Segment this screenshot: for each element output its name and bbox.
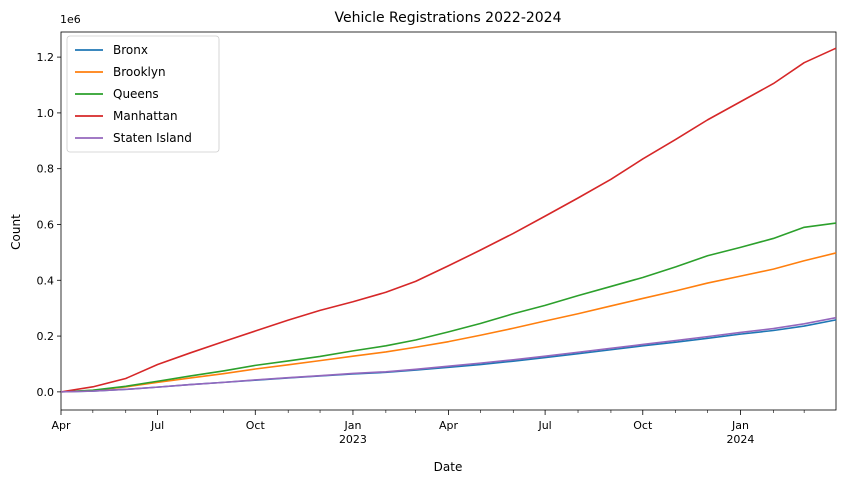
- x-axis-label: Date: [434, 460, 463, 474]
- x-tick-year-label: 2024: [726, 433, 754, 446]
- legend-label: Staten Island: [113, 131, 192, 145]
- legend-label: Manhattan: [113, 109, 178, 123]
- legend-label: Brooklyn: [113, 65, 166, 79]
- y-tick-label: 0.6: [37, 218, 55, 231]
- series-lines: [60, 47, 837, 393]
- y-tick-label: 1.0: [37, 107, 55, 120]
- x-tick-label: Apr: [439, 419, 459, 432]
- y-offset-label: 1e6: [60, 13, 81, 26]
- legend: Bronx Brooklyn Queens Manhattan Staten Islan…: [66, 35, 220, 153]
- y-tick-label: 0.4: [37, 274, 55, 287]
- y-axis-label: Count: [9, 214, 23, 250]
- x-tick-label: Jul: [150, 419, 164, 432]
- series-line-staten-island: [60, 316, 837, 393]
- y-tick-label: 0.0: [37, 386, 55, 399]
- legend-label: Queens: [113, 87, 159, 101]
- x-tick-label: Oct: [633, 419, 653, 432]
- y-tick-label: 1.2: [37, 51, 55, 64]
- y-tick-label: 0.2: [37, 330, 55, 343]
- x-tick-label: Jul: [537, 419, 551, 432]
- x-tick-year-label: 2023: [339, 433, 367, 446]
- series-line-bronx: [60, 319, 837, 393]
- x-tick-label: Oct: [246, 419, 266, 432]
- legend-box: [66, 35, 220, 153]
- series-line-queens: [60, 222, 837, 393]
- legend-label: Bronx: [113, 43, 148, 57]
- x-tick-label: Jan: [343, 419, 361, 432]
- y-tick-label: 0.8: [37, 163, 55, 176]
- x-tick-label: Apr: [51, 419, 71, 432]
- series-line-brooklyn: [60, 252, 837, 393]
- x-tick-label: Jan: [731, 419, 749, 432]
- series-line-manhattan: [60, 47, 837, 393]
- chart-title: Vehicle Registrations 2022-2024: [335, 10, 562, 26]
